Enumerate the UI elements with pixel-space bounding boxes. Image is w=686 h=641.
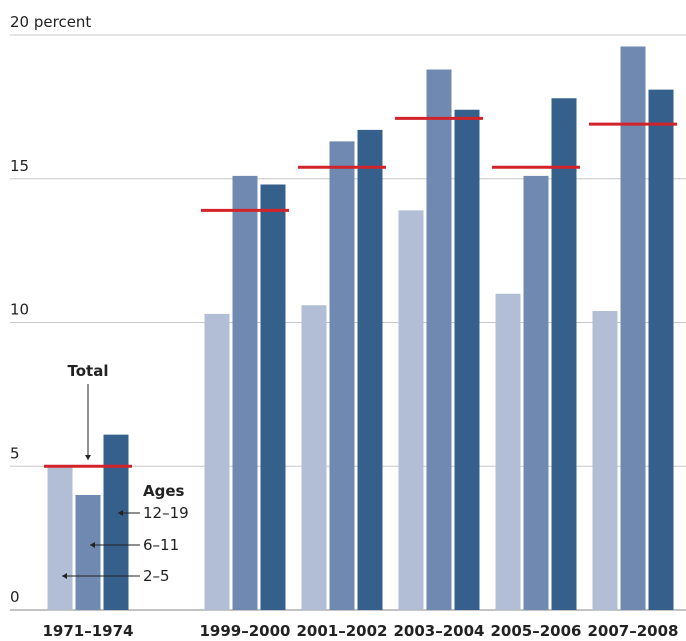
bar xyxy=(357,129,383,610)
x-tick-label: 1999–2000 xyxy=(200,622,291,640)
bar xyxy=(75,495,101,610)
bar xyxy=(495,293,521,610)
bar xyxy=(232,175,258,610)
legend-label: 12–19 xyxy=(143,504,189,522)
legend-label: Total xyxy=(68,362,109,380)
x-tick-label: 2001–2002 xyxy=(297,622,388,640)
arrow-head xyxy=(62,573,67,579)
bar xyxy=(426,69,452,610)
y-tick-label: 15 xyxy=(10,157,29,175)
bar xyxy=(204,313,230,610)
bar xyxy=(620,46,646,610)
bar xyxy=(523,175,549,610)
x-tick-label: 2005–2006 xyxy=(491,622,582,640)
bar xyxy=(47,466,73,610)
legend-label: 2–5 xyxy=(143,567,170,585)
bar xyxy=(301,305,327,610)
x-tick-label: 2007–2008 xyxy=(588,622,679,640)
legend-title: Ages xyxy=(143,482,185,500)
bar xyxy=(454,109,480,610)
bar xyxy=(592,311,618,610)
arrow-head xyxy=(118,510,123,516)
bar xyxy=(648,89,674,610)
bar xyxy=(398,210,424,610)
y-tick-label: 20 percent xyxy=(10,13,91,31)
bar xyxy=(260,184,286,610)
y-tick-label: 5 xyxy=(10,444,20,462)
arrow-head xyxy=(90,542,95,548)
bar xyxy=(103,434,129,610)
y-tick-label: 0 xyxy=(10,588,20,606)
y-tick-label: 10 xyxy=(10,301,29,319)
arrow-head xyxy=(85,455,91,460)
legend-label: 6–11 xyxy=(143,536,179,554)
bar xyxy=(329,141,355,610)
bar xyxy=(551,98,577,610)
x-tick-label: 2003–2004 xyxy=(394,622,485,640)
x-tick-label: 1971–1974 xyxy=(43,622,134,640)
